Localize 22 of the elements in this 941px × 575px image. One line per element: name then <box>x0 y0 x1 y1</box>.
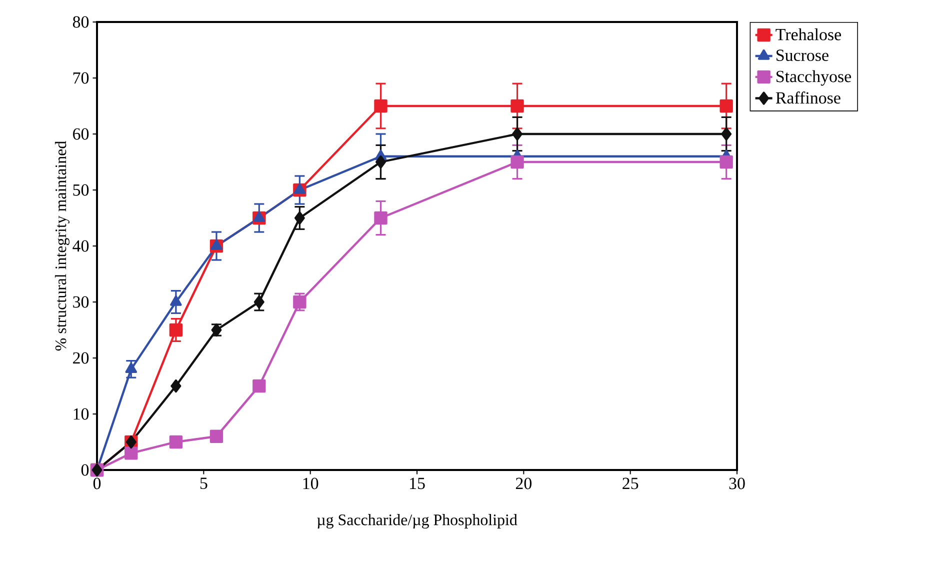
legend-label: Stacchyose <box>776 70 852 86</box>
y-axis-title: % structural integrity maintained <box>54 141 70 351</box>
x-tick-label: 30 <box>729 478 745 490</box>
x-tick-label: 0 <box>93 478 101 490</box>
y-tick-label: 0 <box>81 464 89 476</box>
x-tick-label: 15 <box>410 478 425 490</box>
y-tick-label: 60 <box>73 128 89 140</box>
x-tick-label: 10 <box>303 478 318 490</box>
y-tick-label: 40 <box>72 240 89 252</box>
legend-label: Raffinose <box>776 92 840 104</box>
x-tick-label: 25 <box>622 478 638 490</box>
y-tick-label: 30 <box>73 296 89 308</box>
y-tick-label: 20 <box>73 352 89 364</box>
x-axis-title: µg Saccharide/µg Phospholipid <box>317 514 518 529</box>
legend-label: Sucrose <box>776 50 828 61</box>
x-tick-label: 20 <box>516 478 532 490</box>
legend-label: Trehalose <box>776 28 842 40</box>
y-tick-label: 80 <box>72 16 89 28</box>
y-tick-label: 70 <box>73 72 89 84</box>
x-tick-label: 5 <box>200 478 208 490</box>
y-tick-label: 10 <box>74 408 89 420</box>
y-tick-label: 50 <box>73 184 89 196</box>
